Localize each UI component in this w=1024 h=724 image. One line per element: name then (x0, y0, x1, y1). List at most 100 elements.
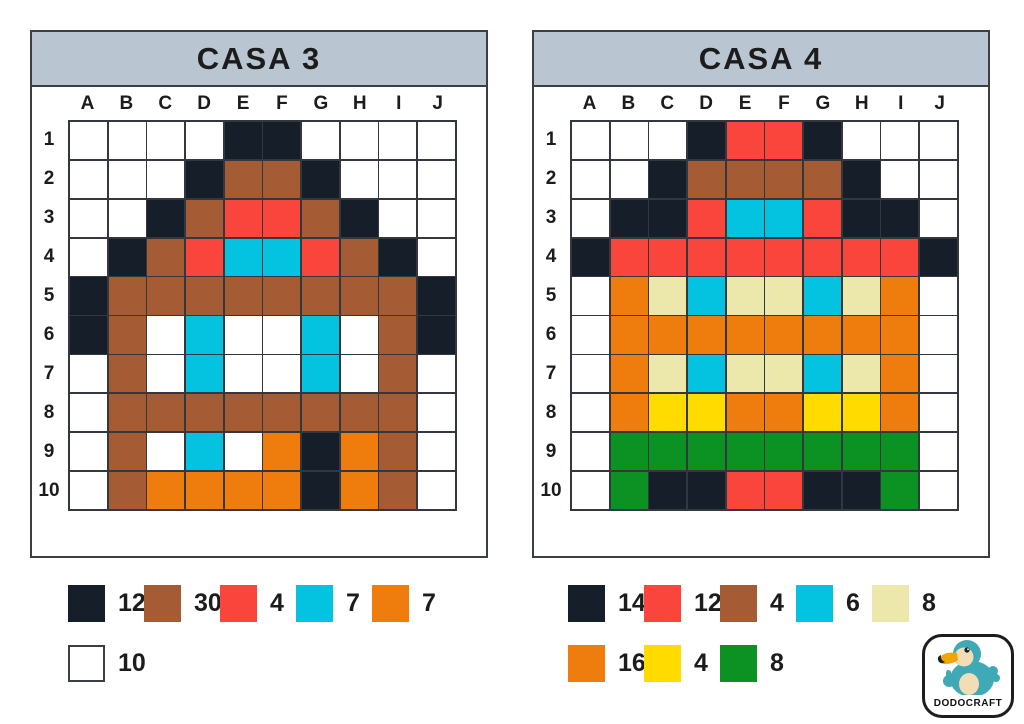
grid-cell-orange (224, 471, 262, 509)
legend-swatch-brown (144, 585, 181, 622)
grid-cell-orange (765, 393, 803, 432)
grid-cell-black (417, 316, 455, 354)
grid-cell-green (610, 471, 648, 509)
grid-cell-brown (263, 277, 301, 315)
grid-cell-black (301, 160, 340, 199)
legend-item-green: 8 (720, 645, 796, 682)
grid-cell-white (610, 160, 648, 199)
row-label: 5 (545, 284, 557, 306)
grid-cell-red (803, 238, 842, 276)
legend-swatch-yellow (644, 645, 681, 682)
grid-cell-white (301, 122, 340, 160)
legend-count: 14 (618, 589, 646, 617)
grid-cell-black (649, 160, 687, 199)
grid-cell-white (147, 160, 185, 199)
grid-cell-brown (185, 393, 224, 432)
legend-item-red: 4 (220, 585, 296, 622)
column-label: A (582, 92, 597, 114)
legend-count: 7 (346, 589, 360, 617)
grid-cell-brown (224, 160, 262, 199)
grid-cell-white (610, 122, 648, 160)
column-label: J (432, 92, 443, 114)
grid-cell-brown (687, 160, 726, 199)
grid-cell-cream (765, 355, 803, 393)
legend-item-black: 14 (568, 585, 646, 622)
grid-cell-yellow (803, 393, 842, 432)
row-label: 6 (43, 324, 55, 346)
legend-count: 10 (118, 649, 146, 677)
legend-item-orange: 16 (568, 645, 646, 682)
grid-cell-black (687, 122, 726, 160)
grid-cell-cyan (726, 199, 764, 238)
grid-cell-white (572, 277, 610, 315)
grid-cell-white (185, 122, 224, 160)
legend-swatch-red (644, 585, 681, 622)
grid-cell-cyan (803, 355, 842, 393)
legend-count: 7 (422, 589, 436, 617)
pixel-grid (570, 120, 959, 511)
grid-cell-brown (379, 393, 417, 432)
legend-swatch-black (568, 585, 605, 622)
legend-swatch-green (720, 645, 757, 682)
grid-cell-brown (185, 199, 224, 238)
grid-cell-white (263, 316, 301, 354)
grid-cell-cyan (803, 277, 842, 315)
grid-cell-white (417, 160, 455, 199)
grid-cell-white (919, 122, 957, 160)
grid-cell-cream (765, 277, 803, 315)
legend-casa-3: 12 30 4 7 7 10 (68, 585, 448, 705)
grid-cell-white (147, 122, 185, 160)
panel-title-bar: CASA 4 (534, 32, 988, 87)
grid-cell-brown (108, 471, 146, 509)
column-label: G (815, 92, 831, 114)
grid-cell-orange (881, 393, 919, 432)
grid-cell-white (417, 199, 455, 238)
legend-count: 12 (694, 589, 722, 617)
column-label: C (158, 92, 173, 114)
grid-cell-orange (726, 393, 764, 432)
grid-cell-white (108, 199, 146, 238)
grid-cell-brown (301, 277, 340, 315)
grid-cell-brown (185, 277, 224, 315)
legend-casa-4: 14 12 4 6 8 16 4 8 (568, 585, 948, 705)
grid-cell-black (301, 471, 340, 509)
grid-cell-black (340, 199, 378, 238)
grid-cell-black (842, 199, 880, 238)
grid-cell-brown (379, 432, 417, 471)
legend-swatch-white (68, 645, 105, 682)
grid-cell-green (842, 432, 880, 471)
grid-cell-white (70, 238, 108, 276)
grid-zone: A B C D E F G H I J 1 2 3 4 5 6 7 8 9 10 (534, 87, 988, 511)
legend-item-brown: 30 (144, 585, 222, 622)
grid-cell-brown (108, 355, 146, 393)
grid-cell-cyan (765, 199, 803, 238)
column-label: C (660, 92, 675, 114)
grid-cell-red (765, 238, 803, 276)
legend-swatch-cream (872, 585, 909, 622)
grid-cell-brown (379, 471, 417, 509)
grid-cell-brown (803, 160, 842, 199)
grid-cell-yellow (842, 393, 880, 432)
grid-cell-cyan (185, 355, 224, 393)
dodocraft-logo: DODOCRAFT (922, 634, 1014, 718)
legend-item-cyan: 6 (796, 585, 872, 622)
grid-cell-black (649, 199, 687, 238)
legend-item-cream: 8 (872, 585, 948, 622)
grid-cell-white (417, 238, 455, 276)
legend-swatch-red (220, 585, 257, 622)
grid-cell-brown (108, 277, 146, 315)
grid-cell-white (919, 277, 957, 315)
grid-cell-red (726, 471, 764, 509)
grid-cell-orange (842, 316, 880, 354)
grid-cell-brown (108, 393, 146, 432)
row-label: 10 (38, 480, 60, 502)
legend-swatch-brown (720, 585, 757, 622)
grid-cell-green (803, 432, 842, 471)
grid-cell-brown (340, 393, 378, 432)
grid-cell-white (70, 471, 108, 509)
grid-cell-white (70, 160, 108, 199)
grid-cell-black (301, 432, 340, 471)
grid-cell-white (70, 432, 108, 471)
grid-cell-red (765, 471, 803, 509)
grid-cell-white (881, 160, 919, 199)
